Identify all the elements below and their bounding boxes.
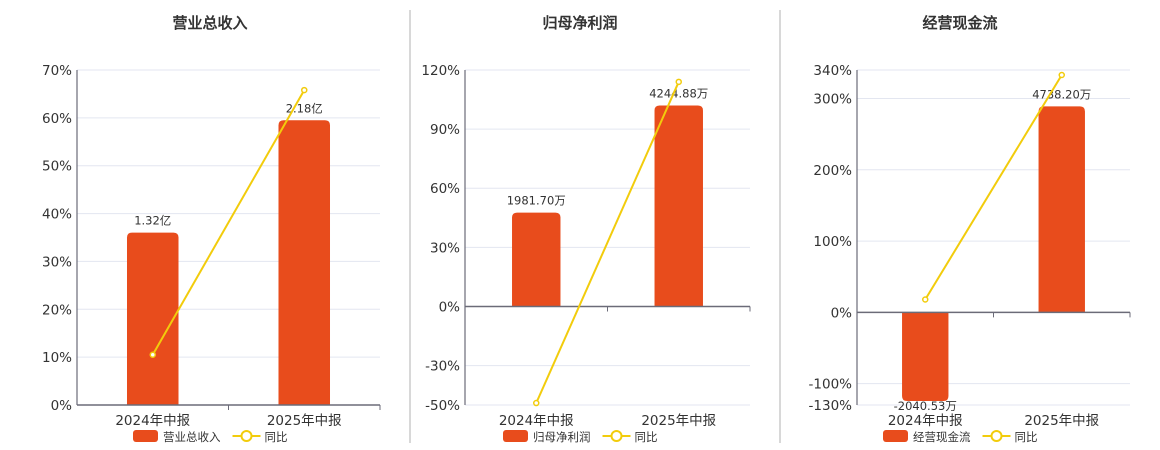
chart-title: 营业总收入 [172,14,247,32]
x-category-label: 2025年中报 [1024,413,1099,429]
yoy-point [922,296,929,303]
bar [654,105,703,307]
y-tick-label: 60% [42,111,72,127]
y-tick-label: 60% [430,181,460,197]
legend-bar-label: 营业总收入 [163,430,221,444]
bar [902,312,949,402]
y-tick-label: -100% [809,377,853,393]
x-category-label: 2025年中报 [641,413,716,429]
legend-line-marker-icon [610,430,623,442]
legend-bar-swatch [133,430,158,442]
y-tick-label: -30% [425,359,460,375]
bar [126,232,179,405]
chart-panel-2: 归母净利润 -50% -30% 0% 30% 60% 90% 120% 1981.70万 4244… [421,14,751,444]
y-tick-label: -130% [809,398,853,414]
yoy-line [151,89,306,356]
legend-bar-swatch [883,430,908,442]
yoy-point [1058,71,1065,79]
y-tick-label: -50% [425,398,460,414]
x-category-label: 2025年中报 [267,413,342,429]
chart-panel-3: 经营现金流 -130% -100% 0% 100% 200% 300% 340% -2040.5… [809,14,1131,444]
legend-line-label: 同比 [1015,430,1038,444]
legend-bar-swatch [503,430,528,442]
yoy-line [924,74,1063,301]
bar-data-label: 1981.70万 [507,194,566,208]
y-tick-label: 0% [831,305,853,321]
y-tick-label: 70% [42,63,72,79]
legend-bar-label: 经营现金流 [913,430,971,444]
bar-data-label: 4244.88万 [649,86,708,100]
legend-line-label: 同比 [635,430,658,444]
bar [1038,106,1085,313]
y-tick-label: 30% [430,240,460,256]
x-category-label: 2024年中报 [499,413,574,429]
y-tick-label: 90% [430,122,460,138]
bar-data-label: 4738.20万 [1032,87,1091,101]
x-category-label: 2024年中报 [888,413,963,429]
y-tick-label: 200% [813,163,852,179]
legend-line-marker-icon [990,430,1003,442]
y-tick-label: 40% [42,207,72,223]
y-tick-label: 340% [813,63,852,79]
y-tick-label: 20% [42,302,72,318]
bar [278,120,331,405]
legend-bar-label: 归母净利润 [533,430,591,444]
chart-title: 经营现金流 [922,14,997,32]
y-tick-label: 10% [42,350,72,366]
x-category-label: 2024年中报 [115,413,190,429]
yoy-point [533,399,540,407]
bar-data-label: 1.32亿 [134,214,171,228]
y-tick-label: 100% [813,234,852,250]
y-tick-label: 0% [439,299,461,315]
yoy-line [535,81,680,404]
y-tick-label: 120% [421,63,460,79]
yoy-point [149,351,156,358]
legend-line-label: 同比 [265,430,288,444]
bar [512,212,561,307]
legend-line-marker-icon [240,430,253,442]
yoy-point [301,86,308,94]
y-tick-label: 300% [813,92,852,108]
chart-panel-1: 营业总收入0%10%20%30%40%50%60%70%1.32亿2.18亿20… [42,14,381,444]
y-tick-label: 50% [42,159,72,175]
yoy-point [675,78,682,86]
bar-data-label: -2040.53万 [894,399,957,413]
y-tick-label: 30% [42,254,72,270]
chart-title: 归母净利润 [542,14,617,32]
y-tick-label: 0% [51,398,73,414]
